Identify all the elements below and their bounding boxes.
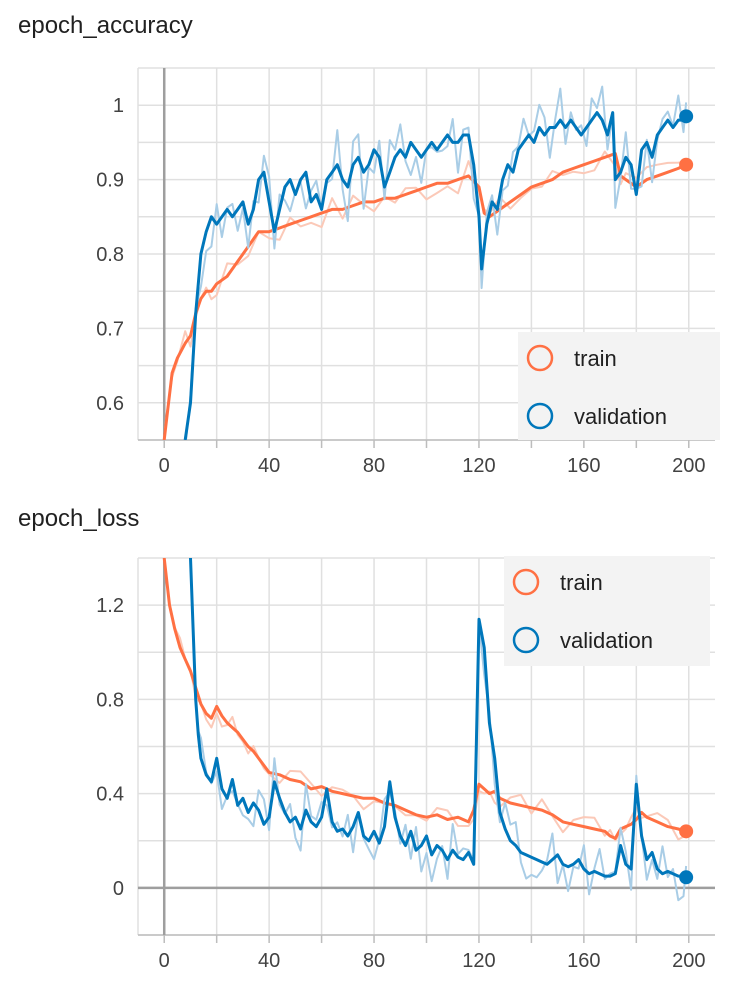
y-tick-label: 1	[113, 95, 124, 117]
accuracy-end-points	[679, 109, 694, 172]
validation-legend-label: validation	[574, 404, 667, 429]
y-tick-label: 0.6	[96, 393, 124, 415]
train-legend-marker	[526, 344, 554, 372]
y-tick-label: 0.8	[96, 689, 124, 711]
train-last-point	[679, 824, 694, 839]
x-tick-label: 200	[672, 950, 705, 972]
legend-box	[504, 556, 710, 666]
validation-raw-line	[189, 559, 688, 902]
loss-end-points	[679, 824, 694, 885]
x-tick-label: 40	[258, 950, 280, 972]
accuracy-legend[interactable]: train validation	[518, 332, 720, 440]
x-tick-label: 200	[672, 455, 705, 477]
y-tick-label: 0.4	[96, 784, 124, 806]
x-tick-label: 160	[567, 950, 600, 972]
validation-raw-line	[185, 85, 688, 440]
train-line	[162, 558, 687, 840]
x-tick-label: 40	[258, 455, 280, 477]
accuracy-chart-title: epoch_accuracy	[18, 12, 193, 39]
validation-line	[189, 558, 687, 879]
validation-last-point	[679, 109, 694, 124]
loss-legend[interactable]: train validation	[504, 556, 710, 666]
train-legend-label: train	[560, 570, 603, 595]
validation-legend-marker	[526, 402, 554, 430]
y-tick-label: 1.2	[96, 595, 124, 617]
loss-series	[162, 558, 688, 902]
x-tick-label: 80	[363, 950, 385, 972]
x-tick-label: 160	[567, 455, 600, 477]
validation-last-point	[679, 870, 694, 885]
validation-line	[183, 111, 688, 440]
x-tick-label: 120	[462, 455, 495, 477]
train-raw-line	[163, 560, 687, 842]
validation-legend-marker	[512, 626, 540, 654]
y-tick-label: 0.8	[96, 244, 124, 266]
loss-chart-title: epoch_loss	[18, 505, 140, 532]
train-last-point	[679, 157, 694, 172]
train-line	[162, 152, 687, 440]
x-tick-label: 120	[462, 950, 495, 972]
y-tick-label: 0.9	[96, 170, 124, 192]
validation-legend-label: validation	[560, 628, 653, 653]
y-tick-label: 0.7	[96, 318, 124, 340]
train-legend-marker	[512, 568, 540, 596]
x-tick-label: 80	[363, 455, 385, 477]
train-legend-label: train	[574, 346, 617, 371]
loss-ticks: 0 40 80 120 160 200 0 0.4 0.8 1.2	[96, 595, 705, 972]
x-tick-label: 0	[159, 455, 170, 477]
y-tick-label: 0	[113, 878, 124, 900]
x-tick-label: 0	[159, 950, 170, 972]
accuracy-ticks: 0 40 80 120 160 200 0.6 0.7 0.8 0.9 1	[96, 95, 705, 477]
accuracy-series	[162, 85, 688, 440]
accuracy-chart: 0 40 80 120 160 200 0.6 0.7 0.8 0.9 1 train validat…	[96, 67, 720, 477]
train-raw-line	[163, 150, 687, 437]
